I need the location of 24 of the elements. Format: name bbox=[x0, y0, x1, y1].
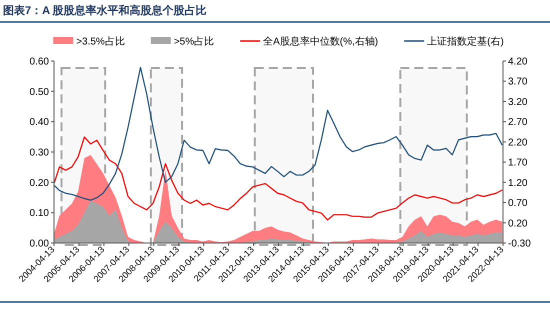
legend-label: 上证指数定基(右) bbox=[427, 36, 504, 48]
line-series bbox=[53, 66, 503, 201]
y-tick-label: 0.10 bbox=[30, 208, 50, 220]
legend-label: >5%占比 bbox=[174, 36, 214, 48]
y-tick-label: 0.40 bbox=[30, 117, 50, 128]
y2-tick-label: 2.70 bbox=[508, 117, 528, 128]
legend-label: >3.5%占比 bbox=[76, 36, 125, 48]
y2-tick-label: 3.70 bbox=[508, 76, 528, 88]
y2-tick-label: 2.20 bbox=[508, 137, 528, 148]
y2-tick-label: 3.20 bbox=[508, 96, 528, 108]
y-tick-label: 0.20 bbox=[30, 178, 50, 189]
y2-tick-label: 1.20 bbox=[508, 178, 528, 189]
chart-title: 图表7：A 股股息率水平和高股息个股占比 bbox=[3, 4, 207, 17]
line-series bbox=[53, 136, 503, 221]
y2-tick-label: 0.70 bbox=[508, 198, 528, 210]
y2-tick-label: 1.70 bbox=[508, 158, 528, 169]
y-tick-label: 0.60 bbox=[30, 56, 50, 68]
y2-tick-label: 0.20 bbox=[508, 218, 528, 230]
y2-tick-label: -0.30 bbox=[508, 238, 532, 250]
y2-tick-label: 4.20 bbox=[508, 56, 528, 68]
y-tick-label: 0.50 bbox=[30, 86, 50, 98]
y-tick-label: 0.30 bbox=[30, 148, 50, 158]
legend-label: 全A股息率中位数(%,右轴) bbox=[263, 36, 378, 48]
y-tick-label: 0.00 bbox=[30, 238, 50, 250]
